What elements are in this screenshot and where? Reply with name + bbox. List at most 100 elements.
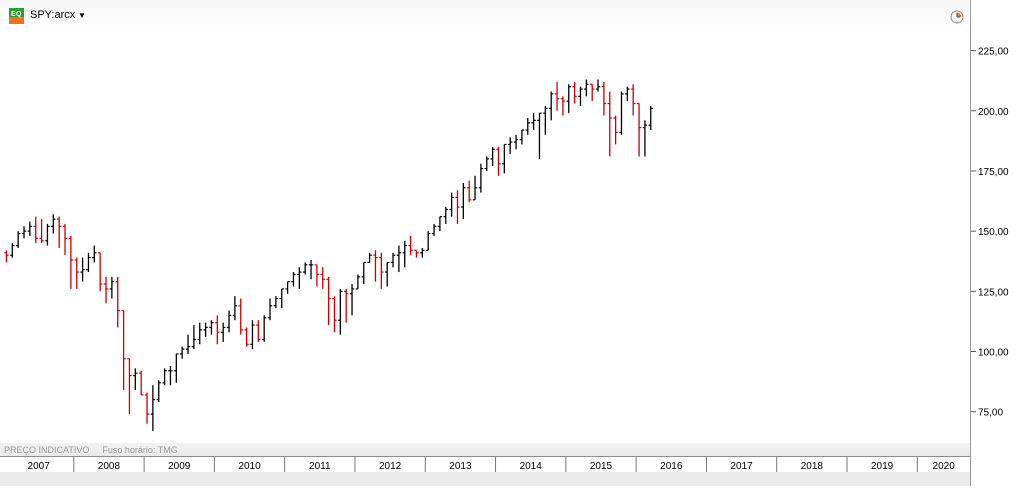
ohlc-bar (595, 79, 601, 92)
ohlc-bar (197, 322, 202, 345)
ohlc-bar (68, 235, 74, 289)
ohlc-bar (420, 247, 425, 258)
ohlc-bar (168, 365, 173, 386)
ohlc-bar (302, 262, 308, 275)
x-tick-label: 2007 (28, 461, 51, 472)
ohlc-bar (361, 261, 366, 285)
ohlc-bar (33, 216, 38, 244)
ohlc-bar (343, 288, 349, 323)
footer-notes: PREÇO INDICATIVO Fuso horário: TMG (4, 445, 178, 455)
ohlc-bar (220, 322, 226, 342)
ohlc-bar (97, 252, 103, 292)
ohlc-bar (496, 146, 501, 176)
ohlc-bar (226, 310, 232, 333)
ohlc-bar (543, 105, 548, 135)
x-axis-labels: 2007 2008 2009 2010 2011 2012 2013 2014 2015 2016… (28, 457, 956, 473)
ohlc-bar (455, 190, 460, 224)
x-tick-label: 2016 (660, 461, 683, 472)
ohlc-bar (39, 219, 44, 244)
ohlc-bar (332, 296, 337, 333)
x-tick-label: 2019 (871, 461, 894, 472)
y-tick-label: 75,00 (978, 408, 1003, 419)
ohlc-bar (92, 245, 97, 263)
ohlc-bar (250, 320, 255, 350)
x-tick-label: 2010 (238, 461, 261, 472)
ohlc-bar (209, 320, 214, 335)
ohlc-bar (625, 86, 630, 102)
ohlc-bar (589, 83, 595, 102)
ohlc-bar (402, 240, 407, 268)
clock-icon[interactable] (950, 10, 964, 24)
symbol-label[interactable]: SPY:arcx (30, 9, 76, 21)
y-tick-label: 150,00 (978, 227, 1009, 238)
chevron-down-icon[interactable]: ▼ (78, 11, 86, 20)
ohlc-bar (279, 288, 284, 309)
x-axis[interactable]: 2007 2008 2009 2010 2011 2012 2013 2014 2015 2016… (0, 456, 970, 474)
horizontal-scrollbar[interactable] (0, 472, 970, 486)
ohlc-bar (27, 221, 33, 236)
ohlc-bar (4, 250, 9, 263)
ohlc-bar (179, 346, 185, 359)
eq-logo-icon[interactable]: E Q (9, 8, 24, 24)
ohlc-bar (642, 120, 648, 157)
ohlc-bar (320, 267, 325, 289)
ohlc-bar (150, 385, 156, 431)
ohlc-bar (408, 235, 413, 256)
x-tick-label: 2008 (98, 461, 121, 472)
ohlc-bar (138, 370, 144, 396)
ohlc-bar (531, 113, 536, 131)
ohlc-bar (630, 84, 636, 116)
price-chart[interactable] (0, 0, 970, 443)
ohlc-bar (115, 276, 120, 328)
ohlc-bar (613, 115, 618, 145)
ohlc-bar (285, 281, 290, 294)
ohlc-bar (109, 276, 115, 299)
ohlc-bar (414, 249, 419, 258)
ohlc-bar (396, 245, 402, 273)
ohlc-bar (484, 156, 489, 171)
ohlc-bar (133, 368, 138, 391)
x-tick-label: 2009 (168, 461, 191, 472)
ohlc-bar (144, 392, 150, 424)
ohlc-bar (513, 134, 519, 150)
ohlc-bar (174, 353, 179, 383)
ohlc-bar (308, 260, 314, 280)
ohlc-bar (349, 284, 355, 316)
ohlc-bar (80, 257, 85, 282)
svg-text:E: E (11, 11, 16, 18)
ohlc-bar (261, 315, 267, 342)
ohlc-bar (636, 102, 642, 157)
ohlc-bar (437, 216, 443, 232)
x-tick-label: 2011 (309, 461, 331, 472)
ohlc-bar (238, 298, 243, 335)
chart-plot-area[interactable] (0, 0, 970, 456)
ohlc-bar (490, 146, 495, 167)
ohlc-bar (103, 276, 109, 304)
ohlc-bar (314, 264, 320, 287)
ohlc-bar (472, 175, 478, 201)
ohlc-bar (185, 334, 191, 354)
x-tick-label: 2020 (933, 461, 956, 472)
ohlc-bar (86, 252, 91, 273)
ohlc-bar (203, 322, 208, 338)
ohlc-bar (648, 105, 653, 131)
ohlc-bar (62, 223, 68, 256)
ohlc-bar (390, 252, 396, 268)
ohlc-bar (355, 274, 361, 290)
ohlc-bar (338, 288, 343, 335)
ohlc-bar (449, 192, 454, 217)
y-axis-labels: 75,00 100,00 125,00 150,00 175,00 200,00 225,0… (971, 47, 1009, 419)
ohlc-bar (51, 214, 56, 234)
ohlc-bar (56, 216, 62, 248)
ohlc-bar (478, 163, 484, 193)
ohlc-bar (619, 91, 624, 135)
ohlc-bar (10, 243, 15, 258)
ohlc-bar (74, 257, 79, 289)
y-axis[interactable]: 75,00 100,00 125,00 150,00 175,00 200,00 225,0… (970, 0, 1020, 486)
y-tick-label: 100,00 (978, 348, 1009, 359)
ohlc-bar (379, 252, 384, 289)
ohlc-bar (519, 129, 525, 145)
ohlc-bar (507, 137, 513, 155)
ohlc-bar (466, 180, 472, 203)
ohlc-bar (127, 358, 132, 415)
